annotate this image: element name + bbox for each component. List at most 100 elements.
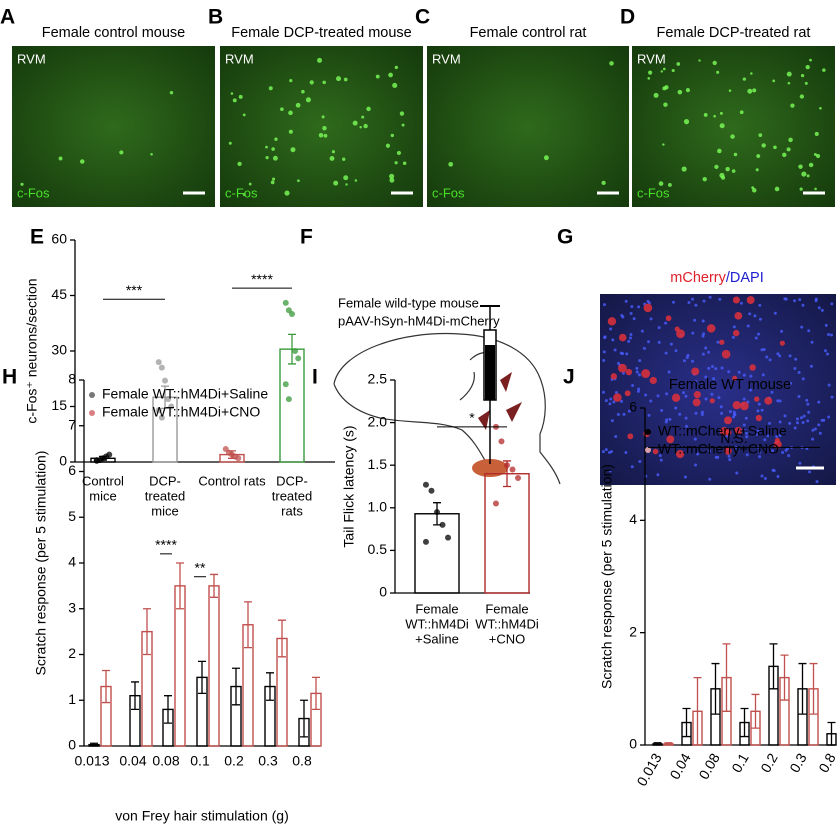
nucleus	[809, 364, 813, 368]
bar	[484, 473, 530, 594]
nucleus	[694, 303, 698, 307]
nucleus	[762, 347, 766, 351]
data-point	[422, 538, 429, 545]
cell	[648, 70, 653, 75]
diagram-f: F Female wild-type mouse pAAV-hSyn-hM4Di…	[300, 226, 561, 485]
syringe-fill	[485, 345, 495, 400]
y-tick-label: 30	[51, 342, 67, 358]
cell	[662, 143, 665, 146]
nucleus	[707, 350, 711, 354]
x-tick-label: DCP-	[276, 473, 308, 488]
nucleus	[707, 366, 711, 370]
labeled-cell	[676, 329, 685, 339]
nucleus	[624, 450, 628, 454]
nucleus	[656, 473, 660, 477]
nucleus	[732, 325, 736, 329]
image-title: mCherry/DAPI	[670, 270, 763, 286]
bar	[208, 585, 220, 747]
cell	[333, 180, 339, 186]
nucleus	[631, 384, 635, 388]
nucleus	[627, 339, 631, 343]
cell	[721, 175, 726, 180]
y-axis-label: c-Fos⁺ neurons/section	[24, 278, 40, 423]
labeled-cell	[732, 375, 738, 381]
y-tick-label: 1.0	[368, 499, 388, 515]
nucleus	[805, 398, 809, 402]
cell	[228, 141, 232, 145]
labeled-cell	[666, 435, 675, 444]
nucleus	[763, 476, 767, 480]
cell	[798, 164, 803, 169]
cell	[806, 174, 810, 178]
panel-label: E	[30, 226, 44, 249]
nucleus	[789, 381, 793, 385]
cell	[756, 154, 761, 158]
nucleus	[780, 329, 784, 333]
nucleus	[635, 370, 639, 374]
cell	[396, 150, 402, 156]
labeled-cell	[709, 398, 715, 404]
significance-label: ****	[155, 537, 177, 553]
cell	[301, 89, 305, 94]
cell	[317, 57, 323, 63]
nucleus	[810, 340, 814, 344]
nucleus	[731, 335, 735, 339]
cell	[647, 77, 651, 80]
nucleus	[602, 350, 606, 354]
y-tick-label: 0	[68, 737, 76, 753]
nucleus	[744, 416, 748, 420]
nucleus	[798, 298, 802, 302]
error-bar	[228, 450, 236, 459]
nucleus	[649, 317, 653, 321]
x-tick-label: 0.08	[695, 750, 723, 782]
data-point	[158, 414, 165, 421]
cell	[822, 68, 826, 72]
nucleus	[757, 332, 761, 336]
data-point	[428, 487, 435, 494]
nucleus	[701, 334, 705, 338]
cell	[361, 115, 365, 119]
cell	[730, 134, 735, 139]
cell	[660, 70, 664, 73]
nucleus	[811, 437, 815, 441]
nucleus	[630, 465, 634, 469]
cell	[389, 177, 395, 183]
y-tick-label: 0	[379, 584, 387, 600]
data-point	[93, 457, 100, 464]
cell	[270, 180, 275, 185]
x-tick-label: 0.8	[292, 753, 312, 769]
nucleus	[807, 410, 811, 414]
cell	[786, 71, 792, 77]
y-tick-label: 2	[68, 645, 76, 661]
diagram-text: pAAV-hSyn-hM4Di-mCherry	[338, 313, 500, 328]
panel-label: D	[620, 6, 635, 29]
cell	[290, 147, 296, 153]
labeled-cell	[764, 396, 773, 405]
error-bar	[780, 654, 789, 701]
legend-label: Female WT::hM4Di+Saline	[102, 386, 268, 402]
image-title: Female control mouse	[42, 25, 185, 41]
nucleus	[622, 412, 626, 416]
cell	[230, 92, 234, 95]
nucleus	[691, 297, 695, 301]
nucleus	[616, 413, 620, 417]
nucleus	[630, 305, 634, 309]
nucleus	[604, 399, 608, 403]
cell	[790, 103, 795, 108]
nucleus	[801, 377, 805, 381]
cell	[739, 110, 744, 115]
nucleus	[827, 383, 831, 387]
nucleus	[758, 317, 762, 321]
cell	[813, 153, 817, 156]
nucleus	[822, 418, 826, 422]
cell	[345, 183, 348, 186]
nucleus	[830, 395, 834, 399]
data-point	[295, 355, 302, 362]
nucleus	[733, 412, 737, 416]
cell	[799, 94, 805, 99]
panel-label: A	[0, 6, 15, 29]
cell	[804, 81, 808, 85]
nucleus	[602, 303, 606, 307]
nucleus	[749, 374, 753, 378]
nucleus	[620, 399, 624, 403]
